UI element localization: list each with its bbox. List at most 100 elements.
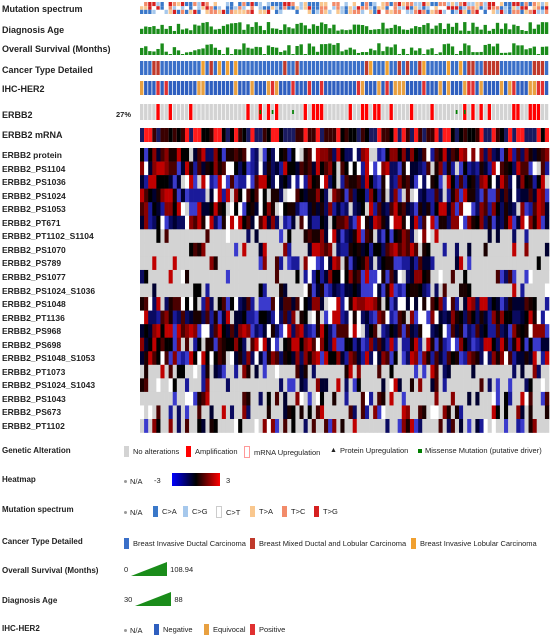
heatmap-cell (356, 256, 362, 271)
diagnosis-age-bar (152, 26, 156, 34)
heatmap-cell (283, 391, 288, 406)
heatmap-cell (450, 310, 456, 325)
heatmap-cell (471, 269, 476, 284)
heatmap-cell (160, 161, 165, 176)
heatmap-cell (409, 378, 415, 393)
heatmap-cell (189, 351, 194, 366)
heatmap-cell (229, 175, 235, 189)
mutation-spectrum-cell (414, 6, 418, 10)
cancer-type-cell (434, 61, 438, 75)
heatmap-cell (291, 256, 296, 271)
heatmap-cell (369, 175, 374, 189)
ihc-her2-cell (434, 81, 438, 95)
heatmap-cell (336, 364, 341, 379)
heatmap-cell (471, 202, 476, 217)
legend-mut-cg: C>G (183, 506, 208, 517)
heatmap-cell (524, 378, 529, 393)
heatmap-cell (438, 175, 443, 189)
heatmap-cell (504, 256, 509, 271)
heatmap-cell (213, 202, 219, 217)
heatmap-cell (254, 310, 259, 325)
ihc-her2-cell (512, 81, 516, 95)
heatmap-cell (229, 242, 235, 257)
mutation-spectrum-cell (307, 9, 312, 14)
diagnosis-age-bar (364, 26, 369, 34)
protein-upregulation-icon: ▲ (330, 447, 337, 454)
mutation-spectrum-cell (193, 2, 197, 7)
heatmap-cell (140, 378, 145, 393)
heatmap-cell (172, 351, 178, 366)
heatmap-cell (242, 202, 247, 217)
heatmap-cell (348, 269, 353, 284)
mrna-cell (360, 128, 365, 142)
heatmap-cell (291, 351, 296, 366)
heatmap-cell (414, 202, 419, 217)
heatmap-cell (524, 229, 529, 244)
heatmap-cell (336, 337, 341, 352)
heatmap-cell (389, 378, 394, 393)
heatmap-cell (311, 269, 317, 284)
heatmap-cell (409, 351, 415, 366)
heatmap-cell (430, 310, 435, 325)
heatmap-cell (483, 310, 488, 325)
heatmap-cell (352, 161, 358, 176)
heatmap-cell (434, 405, 439, 420)
ihc-her2-cell (291, 81, 295, 95)
heatmap-cell (508, 297, 513, 311)
heatmap-cell (479, 297, 484, 311)
heatmap-cell (287, 391, 292, 406)
heatmap-cell (528, 391, 533, 406)
heatmap-cell (246, 297, 251, 311)
heatmap-row-label: ERBB2_PS1048 (2, 299, 66, 310)
heatmap-cell (352, 405, 358, 420)
mutation-spectrum-cell (315, 2, 320, 7)
heatmap-cell (270, 310, 276, 325)
heatmap-cell (287, 364, 292, 379)
heatmap-cell (152, 242, 157, 257)
heatmap-cell (197, 297, 202, 311)
heatmap-cell (467, 161, 472, 176)
heatmap-cell (532, 283, 538, 298)
heatmap-cell (459, 337, 464, 352)
oncoprint[interactable] (0, 0, 554, 440)
heatmap-cell (438, 283, 443, 298)
heatmap-cell (197, 161, 202, 176)
heatmap-cell (229, 215, 235, 230)
heatmap-cell (189, 229, 194, 244)
heatmap-cell (405, 351, 411, 366)
heatmap-cell (389, 188, 394, 203)
heatmap-cell (246, 324, 251, 338)
heatmap-cell (369, 337, 374, 352)
heatmap-cell (156, 283, 161, 298)
heatmap-cell (266, 269, 272, 284)
cancer-type-cell (377, 61, 381, 75)
heatmap-cell (409, 175, 415, 189)
heatmap-cell (446, 364, 452, 379)
heatmap-cell (144, 391, 149, 406)
survival-bar (487, 43, 491, 55)
diagnosis-age-bar (295, 23, 299, 34)
heatmap-cell (516, 242, 521, 257)
heatmap-cell (246, 351, 251, 366)
heatmap-cell (189, 175, 194, 189)
heatmap-cell (389, 391, 394, 406)
mutation-spectrum-cell (201, 9, 205, 14)
mutation-spectrum-cell (287, 6, 291, 10)
heatmap-cell (356, 242, 362, 257)
heatmap-cell (495, 391, 501, 406)
heatmap-cell (148, 202, 153, 217)
heatmap-cell (454, 256, 460, 271)
heatmap-cell (434, 242, 439, 257)
mutation-spectrum-cell (528, 2, 532, 7)
mutation-spectrum-cell (475, 9, 479, 14)
heatmap-cell (168, 337, 174, 352)
erbb2-cell (524, 104, 528, 120)
heatmap-cell (184, 215, 190, 230)
mutation-spectrum-cell (344, 9, 348, 14)
survival-bar (164, 51, 168, 55)
mrna-cell (348, 128, 353, 142)
heatmap-cell (369, 269, 374, 284)
erbb2-cell (356, 104, 361, 120)
heatmap-cell (344, 391, 349, 406)
mutation-spectrum-cell (532, 9, 536, 14)
